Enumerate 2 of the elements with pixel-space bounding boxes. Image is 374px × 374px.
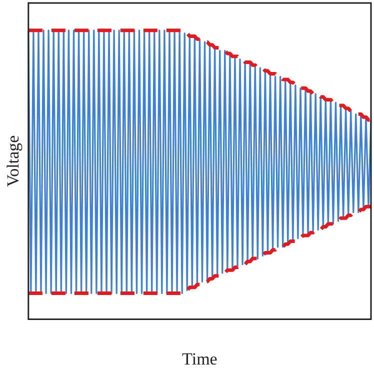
y-axis-title: Voltage bbox=[4, 135, 23, 187]
x-axis-title: Time bbox=[182, 349, 218, 368]
